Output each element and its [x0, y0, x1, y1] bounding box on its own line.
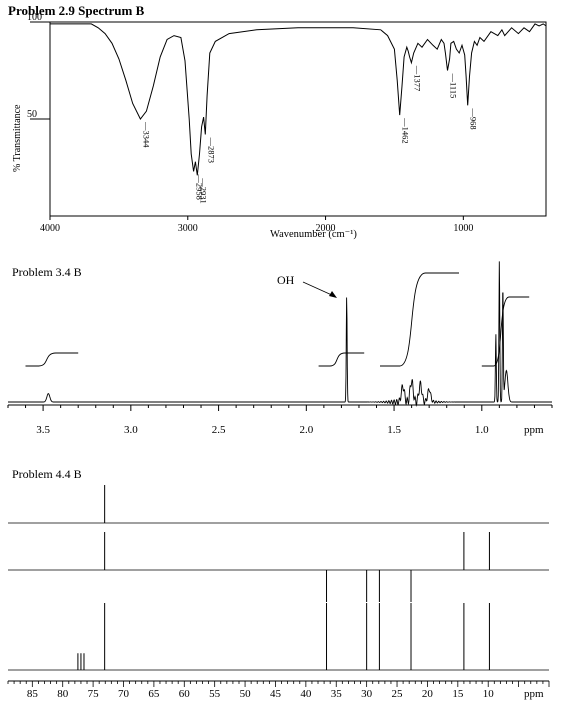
c-nmr-x-tick-label: 85 [27, 688, 39, 700]
ir-y-tick-label: 50 [27, 109, 37, 120]
h-nmr-x-tick-label: 3.0 [124, 424, 138, 436]
c-nmr-title: Problem 4.4 B [12, 467, 82, 481]
ir-peak-label: —3344 [141, 121, 151, 148]
h-nmr-x-axis: 3.5 3.0 2.5 2.0 1.5 1.0 [7, 405, 553, 436]
ir-peak-label: —2873 [206, 137, 216, 164]
c-nmr-x-axis-unit: ppm [524, 688, 544, 700]
c-nmr-x-tick-label: 65 [148, 688, 160, 700]
h-nmr-trace [8, 261, 552, 407]
ir-peak-label: —968 [469, 107, 479, 129]
h-nmr-x-tick-label: 1.0 [475, 424, 489, 436]
c-nmr-x-tick-label: 80 [57, 688, 69, 700]
ir-x-axis: 4000 3000 2000 1000 [40, 216, 473, 234]
c-nmr-x-tick-label: 20 [422, 688, 434, 700]
h-nmr-x-tick-label: 2.5 [212, 424, 226, 436]
c-nmr-x-tick-label: 10 [483, 688, 495, 700]
ir-x-tick-label: 4000 [40, 223, 60, 234]
h-nmr-integral-curves [25, 272, 530, 367]
oh-annotation: OH [277, 273, 295, 287]
c-nmr-x-tick-label: 40 [300, 688, 312, 700]
c-nmr-panel: Problem 4.4 B 85 80 75 70 65 60 55 50 45 40 35 30 25… [7, 467, 550, 700]
c-nmr-x-tick-label: 60 [179, 688, 191, 700]
h-nmr-title: Problem 3.4 B [12, 265, 82, 279]
c-nmr-x-tick-label: 15 [452, 688, 464, 700]
c-nmr-x-tick-label: 30 [361, 688, 373, 700]
h-nmr-integral-curve [25, 352, 79, 367]
h-nmr-x-axis-unit: ppm [524, 424, 544, 436]
c-nmr-x-tick-label: 75 [88, 688, 100, 700]
c-nmr-x-tick-label: 25 [392, 688, 404, 700]
ir-peak-label: —1115 [449, 73, 459, 99]
h-nmr-x-tick-label: 3.5 [36, 424, 50, 436]
c-nmr-x-tick-label: 70 [118, 688, 130, 700]
ir-spectrum-panel: Problem 2.9 Spectrum B 100 50 4000 3000 200… [8, 3, 547, 240]
ir-peak-label: —2958 [195, 173, 205, 200]
ir-y-axis: 100 50 [27, 12, 50, 120]
c-nmr-x-tick-label: 55 [209, 688, 221, 700]
c-nmr-x-axis: 85 80 75 70 65 60 55 50 45 40 35 30 25 20 15 10 [7, 681, 550, 700]
ir-x-tick-label: 3000 [178, 223, 198, 234]
h-nmr-x-tick-label: 2.0 [299, 424, 313, 436]
ir-y-tick-label: 100 [27, 12, 42, 23]
h-nmr-x-tick-label: 1.5 [387, 424, 401, 436]
oh-arrow [302, 281, 337, 298]
c-nmr-traces [8, 485, 549, 671]
ir-peak-label: —1462 [401, 117, 411, 144]
h-nmr-integral-curve [380, 272, 459, 367]
ir-transmittance-trace [50, 23, 547, 176]
h-nmr-panel: Problem 3.4 B OH 3.5 3.0 2.5 2.0 1.5 1.0 ppm [7, 261, 553, 436]
ir-peak-labels: —3344 —2958—2931 —2873 —1462 —1377 —1115 —968 [141, 65, 478, 204]
c-nmr-x-tick-label: 35 [331, 688, 343, 700]
ir-peak-label: —2931 [198, 177, 208, 204]
ir-title: Problem 2.9 Spectrum B [8, 3, 145, 18]
h-nmr-integral-curve [318, 352, 365, 367]
ir-peak-label: —1377 [412, 65, 422, 92]
ir-y-axis-label: % Transmittance [12, 104, 23, 172]
ir-x-axis-label: Wavenumber (cm⁻¹) [270, 229, 357, 240]
ir-x-tick-label: 2000 [316, 223, 336, 234]
ir-x-tick-label: 1000 [453, 223, 473, 234]
h-nmr-integral-curve [481, 296, 530, 367]
c-nmr-x-tick-label: 50 [240, 688, 252, 700]
c-nmr-x-tick-label: 45 [270, 688, 282, 700]
